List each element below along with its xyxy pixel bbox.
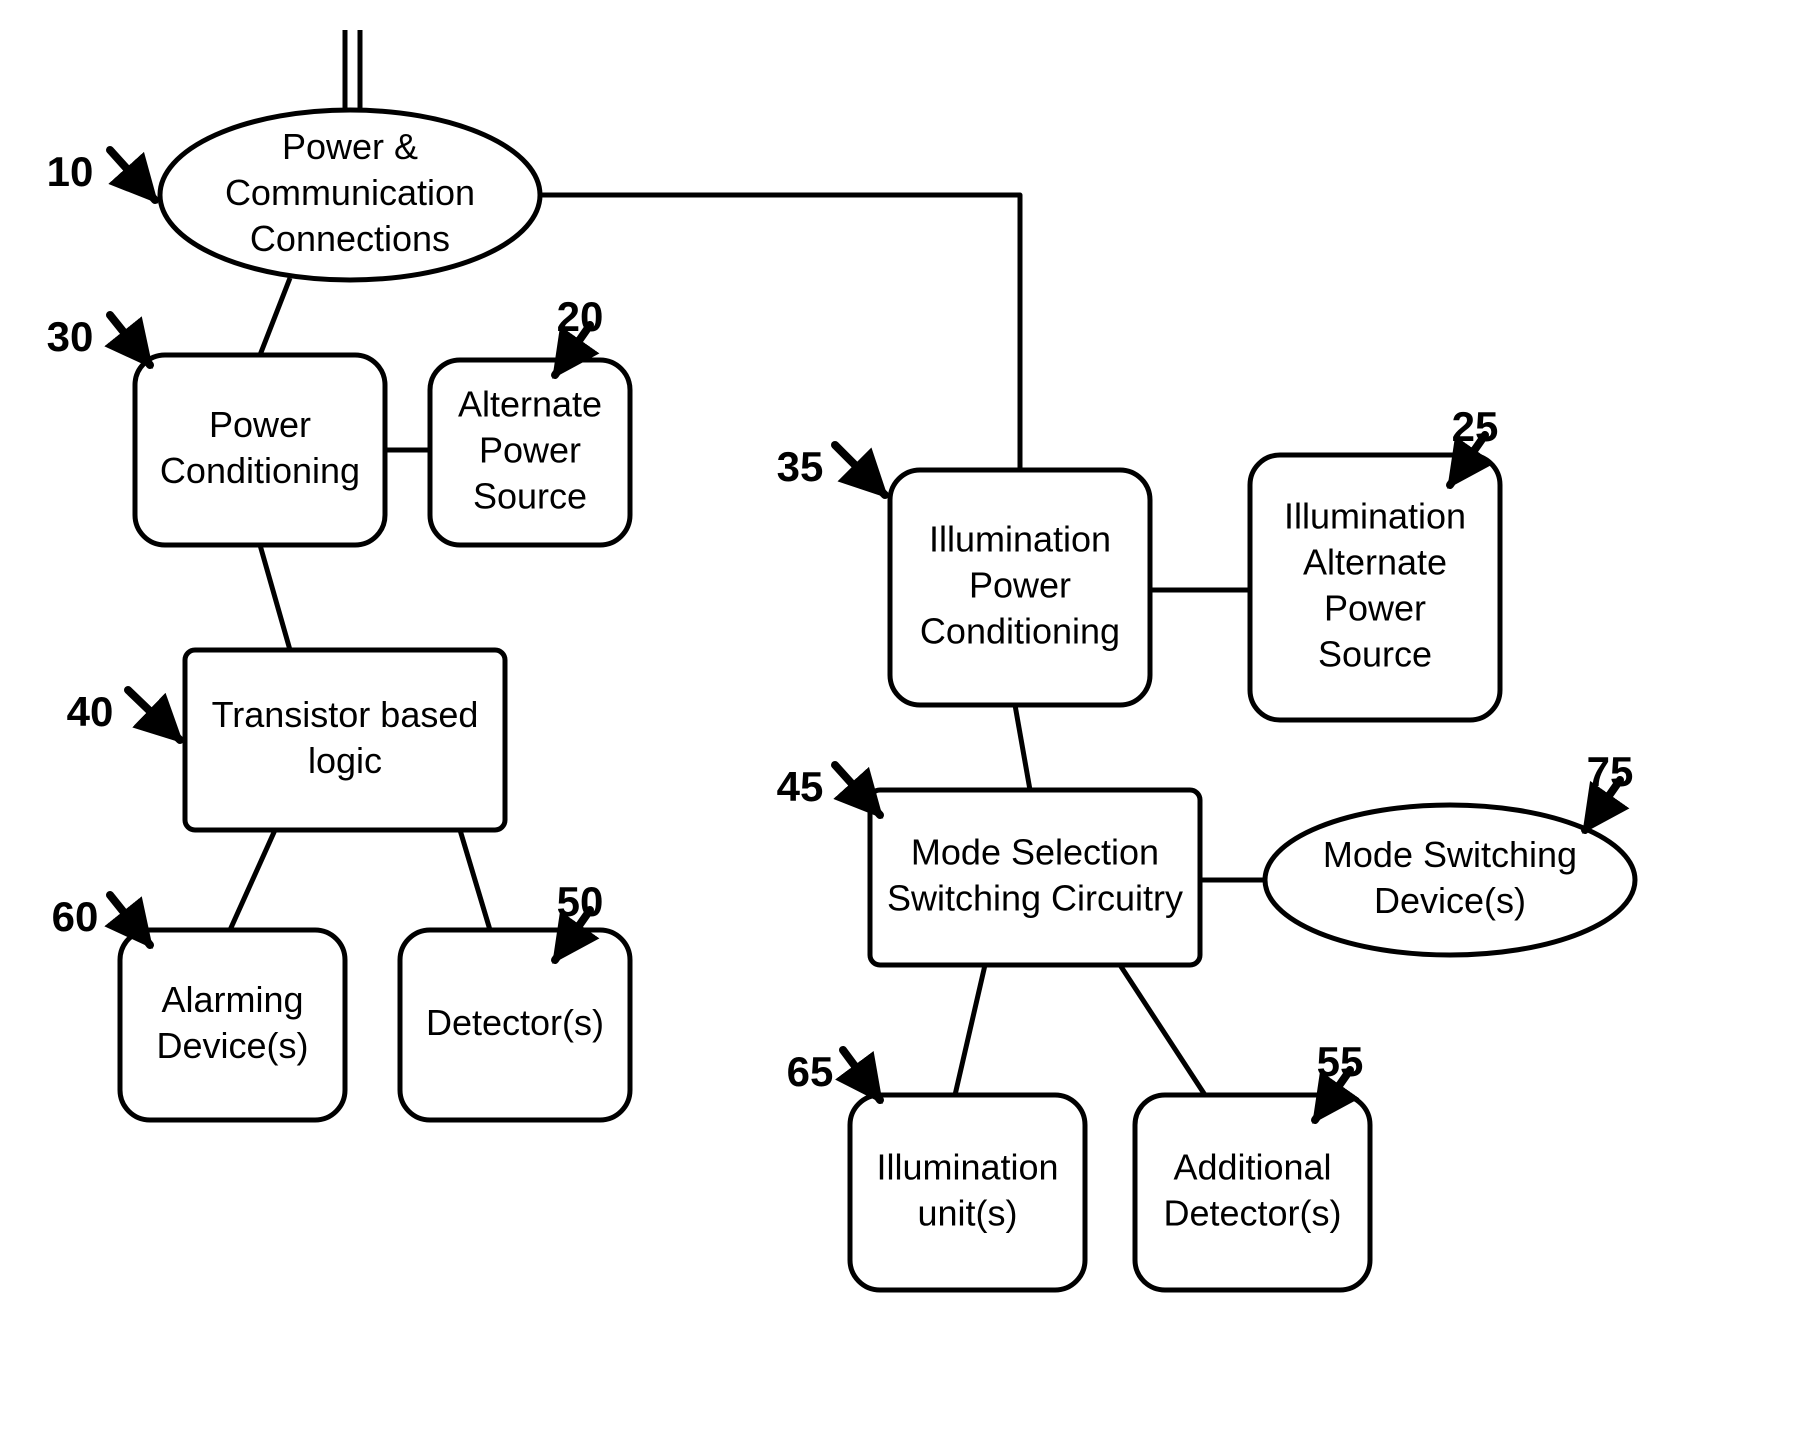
node-n25: IlluminationAlternatePowerSource <box>1250 455 1500 720</box>
node-n60: AlarmingDevice(s) <box>120 930 345 1120</box>
node-n65: Illuminationunit(s) <box>850 1095 1085 1290</box>
ref-arrow <box>110 150 155 200</box>
ref-arrow <box>835 445 885 495</box>
ref-label-45: 45 <box>777 763 880 815</box>
connector <box>1120 965 1205 1095</box>
ref-number: 65 <box>787 1048 834 1095</box>
node-n10: Power &CommunicationConnections <box>160 110 540 280</box>
connector <box>230 830 275 930</box>
node-n55: AdditionalDetector(s) <box>1135 1095 1370 1290</box>
ref-label-35: 35 <box>777 443 885 495</box>
connector <box>1015 705 1030 790</box>
connector <box>260 545 290 650</box>
ref-label-30: 30 <box>47 313 150 365</box>
ref-number: 45 <box>777 763 824 810</box>
node-n75: Mode SwitchingDevice(s) <box>1265 805 1635 955</box>
node-label: Detector(s) <box>426 1002 604 1043</box>
connector <box>260 278 290 355</box>
flow-diagram: Power &CommunicationConnections PowerCond… <box>0 0 1816 1440</box>
ref-number: 35 <box>777 443 824 490</box>
node-n40: Transistor basedlogic <box>185 650 505 830</box>
connector <box>955 965 985 1095</box>
ref-number: 40 <box>67 688 114 735</box>
node-n35: IlluminationPowerConditioning <box>890 470 1150 705</box>
ref-label-40: 40 <box>67 688 180 740</box>
ref-number: 30 <box>47 313 94 360</box>
ref-arrow <box>843 1050 880 1100</box>
node-label: AlternatePowerSource <box>458 383 602 516</box>
ref-number: 10 <box>47 148 94 195</box>
connector <box>460 830 490 930</box>
ref-label-65: 65 <box>787 1048 880 1100</box>
ref-arrow <box>128 690 180 740</box>
node-n20: AlternatePowerSource <box>430 360 630 545</box>
node-n30: PowerConditioning <box>135 355 385 545</box>
node-n50: Detector(s) <box>400 930 630 1120</box>
node-n45: Mode SelectionSwitching Circuitry <box>870 790 1200 965</box>
ref-label-75: 75 <box>1585 748 1633 830</box>
ref-arrow <box>110 315 150 365</box>
ref-number: 60 <box>52 893 99 940</box>
ref-label-10: 10 <box>47 148 155 200</box>
